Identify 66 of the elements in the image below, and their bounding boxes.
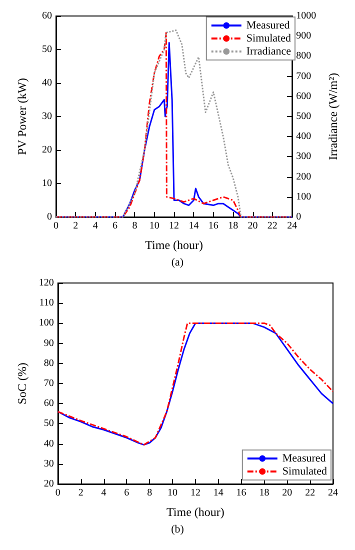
y2-tick-label: 400: [296, 131, 312, 142]
x-tick-label: 6: [124, 488, 130, 498]
y-tick-label: 60: [42, 10, 52, 22]
x-axis-title: Time (hour): [145, 238, 203, 252]
y-tick-label: 100: [38, 318, 54, 329]
text: (a): [171, 256, 184, 268]
y-tick-label: 10: [42, 178, 52, 189]
y-tick-label: 50: [44, 418, 54, 430]
x-tick-label: 10: [168, 488, 178, 498]
x-tick-label: 6: [112, 220, 118, 232]
y2-tick-label: 0: [296, 212, 302, 222]
y2-tick-label: 100: [296, 191, 312, 202]
y2-tick-label: 700: [296, 70, 312, 82]
y-tick-label: 120: [38, 278, 54, 288]
y-axis-title: PV Power (kW): [15, 78, 29, 156]
y2-tick-label: 900: [296, 30, 312, 42]
y-tick-label: 20: [42, 144, 52, 156]
y-tick-label: 40: [44, 438, 54, 450]
x-tick-label: 22: [305, 488, 316, 498]
x-tick-label: 8: [147, 488, 152, 498]
x-tick-label: 4: [101, 488, 106, 498]
x-tick-label: 2: [78, 488, 84, 498]
x-tick-label: 14: [213, 488, 224, 498]
x-tick-label: 22: [267, 220, 278, 232]
y-tick-label: 80: [44, 358, 54, 369]
x-tick-label: 16: [236, 488, 246, 498]
y-axis-title: SoC (%): [15, 362, 29, 404]
x-tick-label: 14: [188, 220, 199, 232]
x-tick-label: 4: [92, 220, 98, 232]
x-tick-label: 24: [328, 488, 338, 498]
y-tick-label: 110: [39, 298, 54, 309]
y-tick-label: 30: [44, 458, 54, 470]
x-tick-label: 16: [208, 220, 218, 232]
x-tick-label: 18: [259, 488, 270, 498]
y2-axis-title: Irradiance (W/m²): [326, 72, 340, 160]
x-tick-label: 20: [248, 220, 258, 232]
y-tick-label: 0: [47, 212, 52, 222]
legend-label: Simulated: [246, 32, 292, 44]
y2-tick-label: 500: [296, 111, 312, 122]
y-tick-label: 60: [44, 398, 54, 410]
legend-label: Irradiance: [246, 46, 292, 58]
legend-label: Measured: [282, 452, 326, 464]
y2-tick-label: 200: [296, 171, 312, 182]
y-tick-label: 70: [44, 378, 54, 389]
x-tick-label: 12: [190, 488, 200, 498]
legend-label: Simulated: [282, 466, 328, 478]
y-tick-label: 50: [42, 44, 52, 55]
line-series: [57, 322, 334, 446]
y-tick-label: 20: [44, 478, 54, 490]
text: (b): [171, 524, 184, 536]
x-tick-label: 20: [282, 488, 292, 498]
legend-label: Measured: [246, 20, 290, 32]
y-tick-label: 90: [44, 338, 54, 349]
y-tick-label: 30: [42, 111, 52, 122]
x-tick-label: 8: [132, 220, 138, 232]
y2-tick-label: 1000: [296, 10, 316, 22]
y2-tick-label: 600: [296, 90, 312, 102]
x-axis-title: Time (hour): [166, 505, 224, 519]
y2-tick-label: 300: [296, 151, 312, 162]
y-tick-label: 40: [42, 78, 52, 88]
y2-tick-label: 800: [296, 50, 312, 62]
x-tick-label: 24: [287, 220, 298, 232]
x-tick-label: 18: [228, 220, 238, 232]
x-tick-label: 10: [149, 220, 160, 232]
x-tick-label: 2: [73, 220, 78, 232]
x-tick-label: 12: [169, 220, 180, 232]
